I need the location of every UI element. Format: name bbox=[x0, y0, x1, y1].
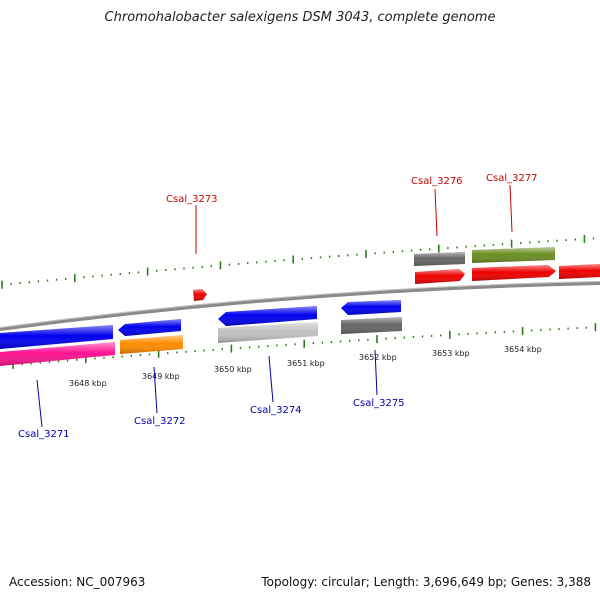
scale-label: 3649 kbp bbox=[142, 372, 180, 381]
map-title: Chromohalobacter salexigens DSM 3043, co… bbox=[104, 10, 496, 25]
reverse-strand-features bbox=[0, 300, 401, 349]
genome-backbone bbox=[0, 281, 600, 331]
gene-label-csal-3277[interactable]: Csal_3277 bbox=[486, 173, 538, 184]
accession-text: Accession: NC_007963 bbox=[9, 575, 146, 589]
scale-labels: 3648 kbp 3649 kbp 3650 kbp 3651 kbp 3652… bbox=[69, 345, 542, 388]
label-leaders bbox=[36, 184, 513, 428]
scale-label: 3651 kbp bbox=[287, 359, 325, 368]
reverse-cog-track bbox=[0, 317, 402, 366]
scale-label: 3654 kbp bbox=[504, 345, 542, 354]
genome-summary-text: Topology: circular; Length: 3,696,649 bp… bbox=[261, 575, 591, 589]
scale-label: 3653 kbp bbox=[432, 349, 470, 358]
gene-label-csal-3273[interactable]: Csal_3273 bbox=[166, 194, 218, 205]
forward-cog-track bbox=[414, 247, 555, 266]
scale-label: 3648 kbp bbox=[69, 379, 107, 388]
outer-tick-ring bbox=[1, 234, 595, 289]
gene-label-csal-3272[interactable]: Csal_3272 bbox=[134, 416, 186, 427]
forward-strand-features bbox=[193, 264, 600, 301]
gene-label-csal-3271[interactable]: Csal_3271 bbox=[18, 429, 70, 440]
gene-label-csal-3275[interactable]: Csal_3275 bbox=[353, 398, 405, 409]
inner-tick-ring bbox=[12, 323, 597, 369]
gene-label-csal-3274[interactable]: Csal_3274 bbox=[250, 405, 302, 416]
gene-label-csal-3276[interactable]: Csal_3276 bbox=[411, 176, 463, 187]
scale-label: 3650 kbp bbox=[214, 365, 252, 374]
scale-label: 3652 kbp bbox=[359, 353, 397, 362]
gene-labels: Csal_3273 Csal_3276 Csal_3277 Csal_3271 … bbox=[18, 173, 538, 440]
